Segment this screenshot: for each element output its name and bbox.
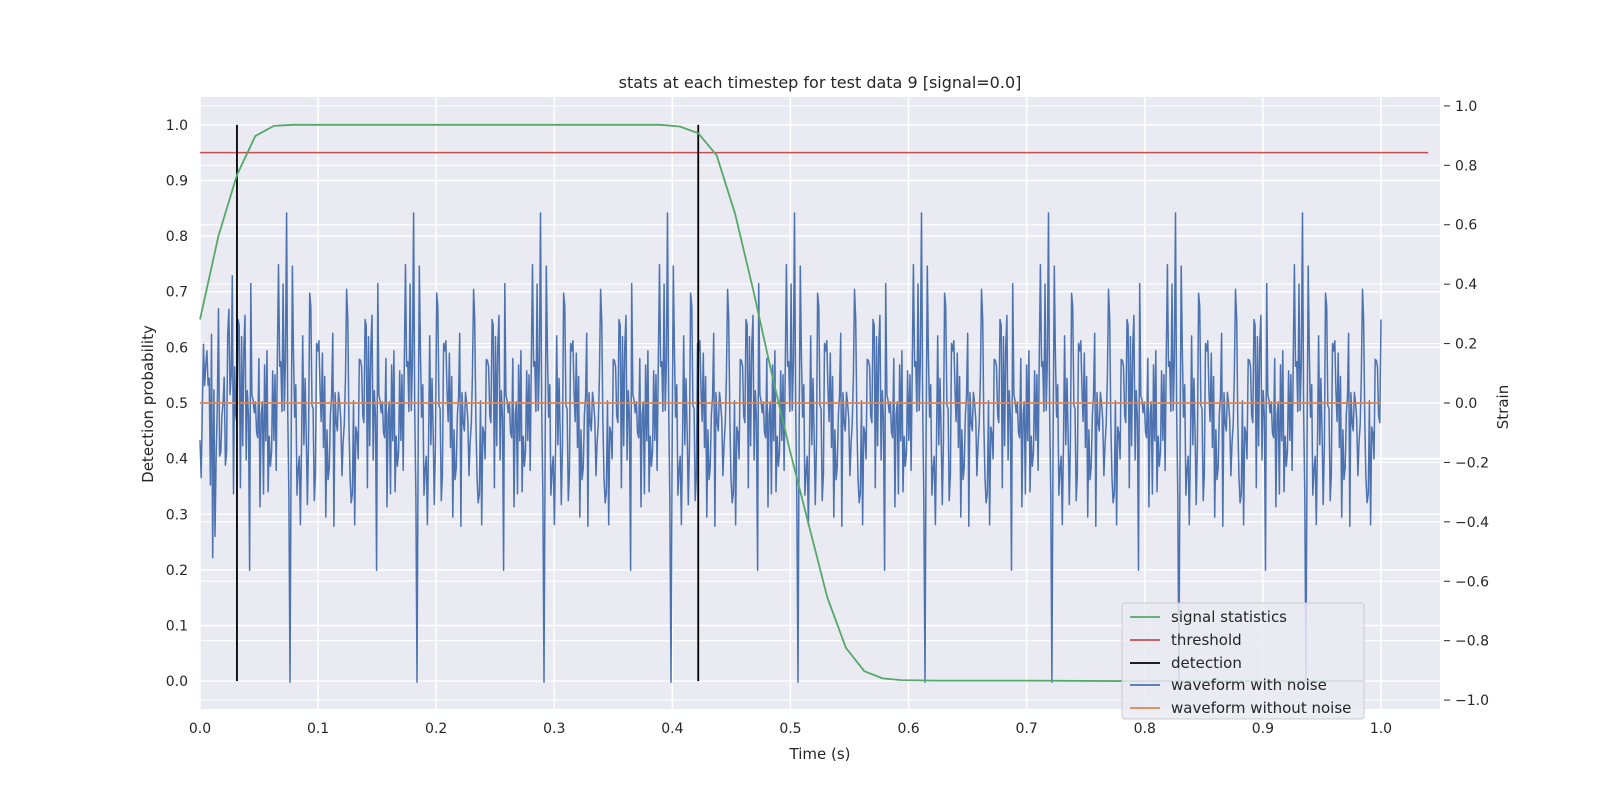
legend: signal statistics threshold detection wa… [1121,602,1365,720]
y-tick-label: 0.2 [166,563,188,579]
y-tick-label: 0.1 [166,619,188,635]
x-tick-label: 0.5 [779,721,801,737]
x-tick-label: 0.8 [1134,721,1156,737]
series-signal-statistics [199,123,1363,683]
y2-tick-label: −0.8 [1455,634,1489,650]
y2-tick-label: 0.0 [1455,396,1477,412]
y-tick-label: 0.4 [166,452,188,468]
x-tick-label: 0.9 [1252,721,1274,737]
series-layer [199,123,1429,683]
y-axis-label: Detection probability [139,325,157,483]
waveform-with-noise-layer [199,212,1382,684]
y2-tick-label: 1.0 [1455,99,1477,115]
y2-tick-label: −0.6 [1455,574,1489,590]
legend-label-threshold: threshold [1171,631,1242,649]
y2-axis-label: Strain [1494,385,1512,429]
y-axis-ticks: 0.0 0.1 0.2 0.3 0.4 0.5 0.6 0.7 0.8 0.9 1.0 [166,118,188,690]
y-tick-label: 0.0 [166,674,188,690]
y2-tick-label: 0.6 [1455,218,1477,234]
y-tick-label: 0.3 [166,507,188,523]
series-waveform-with-noise [199,212,1382,684]
legend-label-waveform-with-noise: waveform with noise [1171,676,1327,694]
y2-tick-label: 0.4 [1455,277,1477,293]
y-tick-label: 0.9 [166,173,188,189]
y2-tick-label: 0.2 [1455,337,1477,353]
y2-tick-label: 0.8 [1455,158,1477,174]
y-tick-label: 0.5 [166,396,188,412]
x-tick-label: 0.1 [307,721,329,737]
x-tick-label: 0.3 [543,721,565,737]
chart-title: stats at each timestep for test data 9 [… [619,73,1022,92]
x-tick-label: 0.2 [425,721,447,737]
x-axis-label: Time (s) [789,745,851,763]
y2-tick-label: −1.0 [1455,693,1489,709]
x-tick-label: 1.0 [1370,721,1392,737]
y-tick-label: 1.0 [166,118,188,134]
x-axis-ticks: 0.0 0.1 0.2 0.3 0.4 0.5 0.6 0.7 0.8 0.9 1.0 [189,721,1392,737]
x-tick-label: 0.0 [189,721,211,737]
x-tick-label: 0.4 [661,721,683,737]
legend-box [1121,602,1365,720]
y2-axis-ticks: −1.0 −0.8 −0.6 −0.4 −0.2 0.0 0.2 0.4 0.6 0.8 1.0 [1444,99,1489,709]
legend-label-detection: detection [1171,654,1242,672]
legend-label-signal-statistics: signal statistics [1171,608,1287,626]
y2-tick-label: −0.4 [1455,515,1489,531]
y2-tick-label: −0.2 [1455,455,1489,471]
legend-label-waveform-without-noise: waveform without noise [1171,699,1351,717]
y-tick-label: 0.6 [166,340,188,356]
x-tick-label: 0.6 [897,721,919,737]
y-tick-label: 0.7 [166,285,188,301]
x-tick-label: 0.7 [1016,721,1038,737]
y-tick-label: 0.8 [166,229,188,245]
